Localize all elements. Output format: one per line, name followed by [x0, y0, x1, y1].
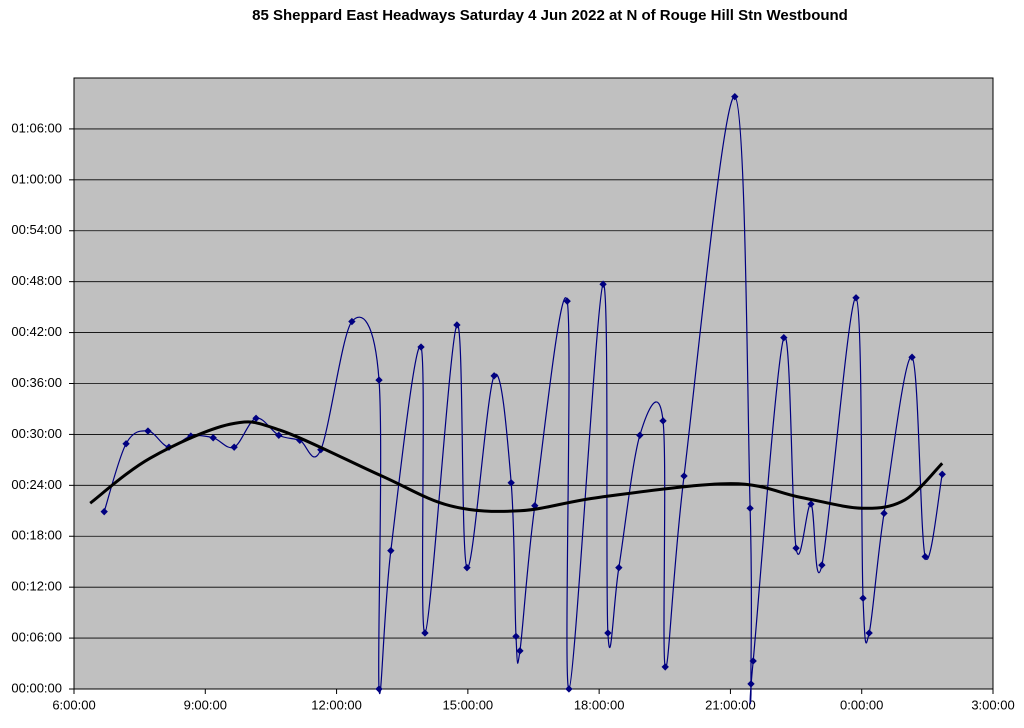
marker: [880, 509, 888, 518]
y-tick-label: 00:24:00: [11, 477, 62, 492]
x-tick-label: 15:00:00: [443, 697, 494, 712]
marker: [865, 629, 873, 637]
marker: [661, 663, 669, 671]
series-line: [103, 96, 943, 705]
x-tick-label: 3:00:00: [971, 697, 1014, 712]
x-tick-label: 18:00:00: [574, 697, 625, 712]
marker: [818, 561, 826, 569]
marker: [746, 504, 754, 512]
marker: [852, 294, 860, 302]
x-tick-label: 21:00:00: [705, 697, 756, 712]
marker: [463, 563, 471, 572]
y-tick-label: 00:54:00: [11, 222, 62, 237]
marker: [275, 431, 283, 439]
y-tick-label: 00:06:00: [11, 630, 62, 645]
marker: [659, 417, 667, 425]
marker: [453, 321, 461, 329]
x-tick-label: 0:00:00: [840, 697, 883, 712]
marker: [516, 647, 524, 655]
chart-title: 85 Sheppard East Headways Saturday 4 Jun…: [252, 7, 848, 24]
marker: [807, 500, 815, 508]
y-tick-label: 00:42:00: [11, 324, 62, 339]
y-tick-label: 00:18:00: [11, 528, 62, 543]
marker: [599, 280, 607, 288]
marker: [908, 353, 916, 361]
marker: [680, 472, 688, 480]
marker: [417, 343, 425, 351]
marker: [563, 297, 571, 305]
y-tick-label: 00:48:00: [11, 273, 62, 288]
marker: [636, 431, 644, 439]
marker: [348, 317, 356, 326]
marker: [792, 544, 800, 552]
marker: [375, 685, 383, 693]
marker: [421, 629, 429, 637]
y-tick-label: 01:00:00: [11, 171, 62, 186]
marker: [144, 427, 152, 435]
marker: [490, 372, 498, 380]
x-tick-label: 12:00:00: [311, 697, 362, 712]
marker: [565, 685, 573, 693]
marker: [252, 414, 260, 422]
marker: [938, 470, 946, 478]
marker: [749, 657, 757, 665]
y-tick-label: 00:00:00: [11, 680, 62, 695]
x-tick-label: 9:00:00: [184, 697, 227, 712]
marker: [375, 376, 383, 384]
y-tick-label: 01:06:00: [11, 120, 62, 135]
marker: [387, 546, 395, 555]
marker: [859, 594, 867, 602]
marker: [512, 632, 520, 641]
trend-line: [89, 420, 944, 513]
x-tick-label: 6:00:00: [52, 697, 95, 712]
marker: [747, 680, 755, 688]
marker: [122, 440, 130, 448]
marker: [780, 333, 788, 342]
y-tick-label: 00:12:00: [11, 579, 62, 594]
marker: [230, 443, 238, 451]
y-tick-label: 00:30:00: [11, 426, 62, 441]
marker: [604, 629, 612, 637]
marker: [921, 552, 929, 561]
marker: [615, 563, 623, 572]
y-tick-label: 00:36:00: [11, 375, 62, 390]
marker: [507, 479, 515, 487]
